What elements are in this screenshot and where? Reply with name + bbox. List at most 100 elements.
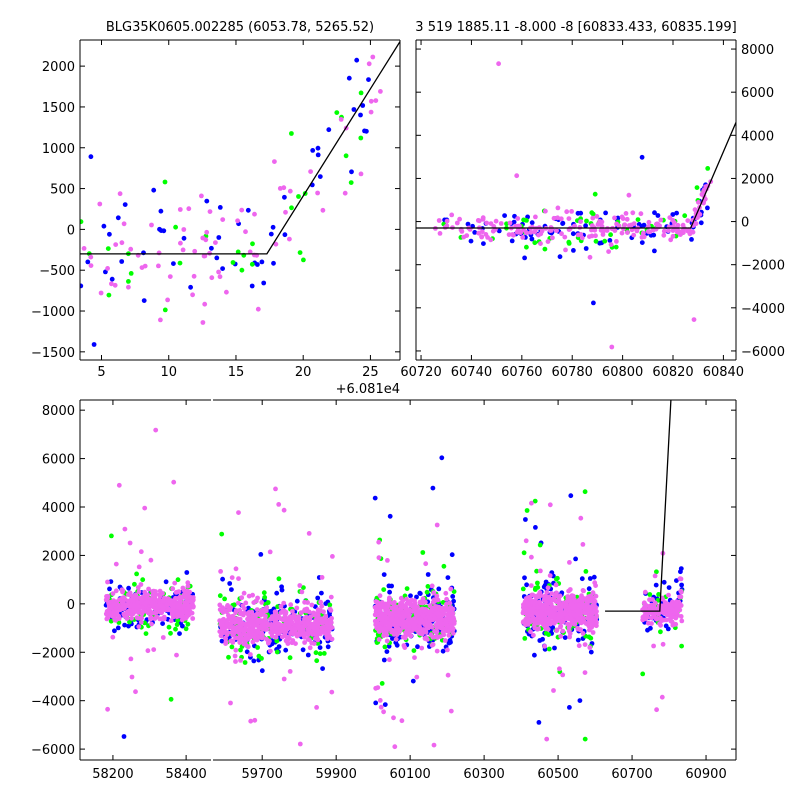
data-point bbox=[668, 602, 674, 607]
data-point bbox=[549, 591, 555, 596]
data-point bbox=[402, 635, 408, 641]
data-point bbox=[109, 276, 115, 282]
data-point bbox=[381, 629, 387, 634]
data-point bbox=[565, 596, 571, 602]
data-point bbox=[679, 618, 685, 624]
data-point bbox=[238, 611, 243, 617]
data-point bbox=[550, 605, 556, 611]
data-point bbox=[370, 54, 376, 60]
data-point bbox=[329, 636, 335, 642]
data-point bbox=[286, 635, 292, 641]
data-point bbox=[591, 300, 596, 306]
data-point bbox=[135, 585, 141, 590]
data-point bbox=[647, 592, 653, 597]
data-point bbox=[376, 602, 382, 608]
data-point bbox=[351, 107, 357, 112]
data-point bbox=[661, 579, 667, 585]
data-point bbox=[659, 694, 665, 700]
data-point bbox=[158, 317, 163, 323]
data-point bbox=[305, 600, 310, 605]
data-point bbox=[175, 618, 181, 623]
data-point bbox=[672, 608, 678, 614]
data-point bbox=[663, 617, 669, 623]
data-point bbox=[668, 618, 674, 624]
data-point bbox=[634, 228, 640, 234]
data-point bbox=[685, 218, 691, 224]
data-point bbox=[414, 674, 420, 680]
data-point bbox=[658, 217, 664, 223]
data-point bbox=[670, 233, 676, 239]
data-point bbox=[528, 618, 533, 624]
x-tick-label: 15 bbox=[228, 365, 245, 380]
data-point bbox=[670, 217, 676, 223]
data-point bbox=[670, 212, 676, 217]
data-point bbox=[181, 227, 187, 232]
data-point bbox=[449, 552, 455, 558]
data-point bbox=[141, 298, 147, 303]
data-point bbox=[674, 611, 680, 617]
data-point bbox=[435, 597, 441, 603]
data-point bbox=[506, 232, 512, 238]
data-point bbox=[177, 207, 183, 212]
data-point bbox=[547, 502, 553, 508]
data-point bbox=[428, 617, 434, 622]
data-point bbox=[447, 628, 452, 634]
data-point bbox=[412, 625, 418, 631]
data-point bbox=[259, 668, 265, 674]
data-point bbox=[328, 594, 334, 600]
data-point bbox=[171, 479, 177, 485]
data-point bbox=[639, 154, 645, 160]
data-point bbox=[167, 274, 173, 279]
data-point bbox=[409, 609, 415, 614]
data-point bbox=[315, 152, 321, 158]
data-point bbox=[562, 611, 567, 617]
data-point bbox=[589, 233, 595, 239]
data-point bbox=[243, 632, 249, 638]
data-point bbox=[650, 597, 655, 602]
data-point bbox=[542, 612, 548, 618]
data-point bbox=[136, 624, 142, 630]
data-point bbox=[116, 616, 122, 622]
data-point bbox=[242, 660, 248, 665]
data-point bbox=[567, 560, 572, 565]
data-point bbox=[392, 744, 398, 750]
data-point bbox=[220, 217, 226, 223]
data-point bbox=[531, 632, 536, 638]
data-point bbox=[110, 634, 116, 640]
data-point bbox=[233, 610, 239, 616]
data-point bbox=[665, 626, 671, 632]
data-point bbox=[98, 290, 104, 296]
data-point bbox=[273, 241, 279, 247]
data-point bbox=[311, 612, 317, 618]
x-tick-label: 60300 bbox=[463, 767, 504, 782]
data-point bbox=[445, 623, 450, 629]
data-point bbox=[249, 261, 255, 267]
data-point bbox=[315, 190, 320, 196]
data-point bbox=[614, 221, 619, 227]
data-point bbox=[431, 597, 437, 603]
data-point bbox=[408, 593, 413, 599]
data-point bbox=[261, 280, 267, 286]
data-point bbox=[520, 586, 526, 592]
data-point bbox=[135, 599, 141, 605]
data-point bbox=[690, 229, 696, 235]
bottom-cluster bbox=[217, 486, 335, 747]
data-point bbox=[135, 615, 141, 621]
data-point bbox=[237, 624, 243, 630]
data-point bbox=[232, 620, 237, 625]
data-point bbox=[434, 630, 439, 635]
data-point bbox=[236, 576, 241, 581]
data-point bbox=[237, 616, 243, 622]
data-point bbox=[544, 590, 550, 595]
data-point bbox=[315, 641, 321, 646]
data-point bbox=[593, 233, 598, 239]
data-point bbox=[445, 615, 451, 621]
data-point bbox=[551, 688, 556, 693]
data-point bbox=[553, 582, 559, 588]
data-point bbox=[385, 558, 390, 563]
data-point bbox=[589, 612, 594, 618]
data-point bbox=[594, 609, 599, 614]
y-tick-label: 0 bbox=[67, 598, 75, 613]
y-tick-label: 0 bbox=[67, 223, 75, 238]
